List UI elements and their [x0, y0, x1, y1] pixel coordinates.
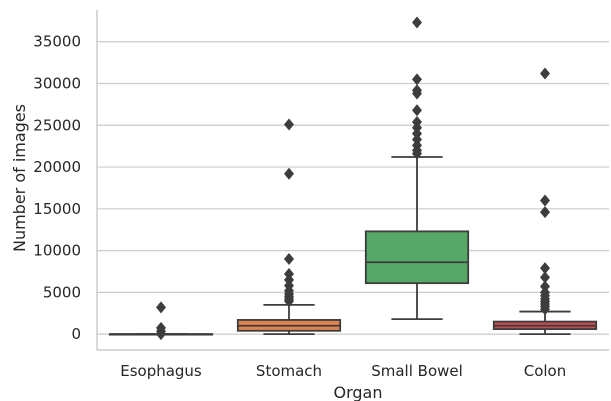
outlier-point	[540, 303, 550, 316]
outlier-point	[284, 295, 294, 308]
outlier-point	[412, 16, 422, 29]
outlier-point	[412, 104, 422, 117]
outlier-point	[540, 206, 550, 219]
y-tick-label: 20000	[33, 158, 81, 176]
box-stomach	[236, 118, 342, 336]
y-axis-ticks: 0 5000 10000 15000 20000 25000 30000 35000	[33, 33, 81, 343]
box-colon	[492, 67, 598, 336]
outlier-point	[284, 118, 294, 131]
iqr-box	[364, 230, 470, 285]
axis-spines	[96, 10, 609, 351]
x-axis-ticks: Esophagus Stomach Small Bowel Colon	[120, 362, 566, 380]
y-tick-label: 15000	[33, 200, 81, 218]
y-tick-label: 10000	[33, 242, 81, 260]
outlier-point	[412, 87, 422, 100]
box-esophagus	[108, 301, 214, 341]
x-tick-label: Small Bowel	[371, 362, 463, 380]
y-tick-label: 0	[71, 325, 81, 343]
gridlines	[97, 41, 609, 335]
outlier-point	[284, 167, 294, 180]
outlier-point	[540, 194, 550, 207]
outlier-point	[284, 252, 294, 265]
outlier-point	[540, 67, 550, 80]
outlier-point	[412, 147, 422, 160]
y-tick-label: 25000	[33, 116, 81, 134]
x-tick-label: Colon	[524, 362, 567, 380]
x-axis-label: Organ	[334, 383, 383, 401]
outlier-point	[540, 262, 550, 275]
outlier-point	[156, 301, 166, 314]
boxes	[108, 16, 598, 341]
y-tick-label: 30000	[33, 75, 81, 93]
y-axis-label: Number of images	[10, 104, 29, 252]
x-tick-label: Stomach	[256, 362, 322, 380]
outlier-point	[412, 73, 422, 86]
outlier-point	[540, 271, 550, 284]
box-small-bowel	[364, 16, 470, 320]
x-tick-label: Esophagus	[120, 362, 202, 380]
y-tick-label: 5000	[43, 283, 81, 301]
outlier-point	[156, 328, 166, 341]
y-tick-label: 35000	[33, 33, 81, 51]
